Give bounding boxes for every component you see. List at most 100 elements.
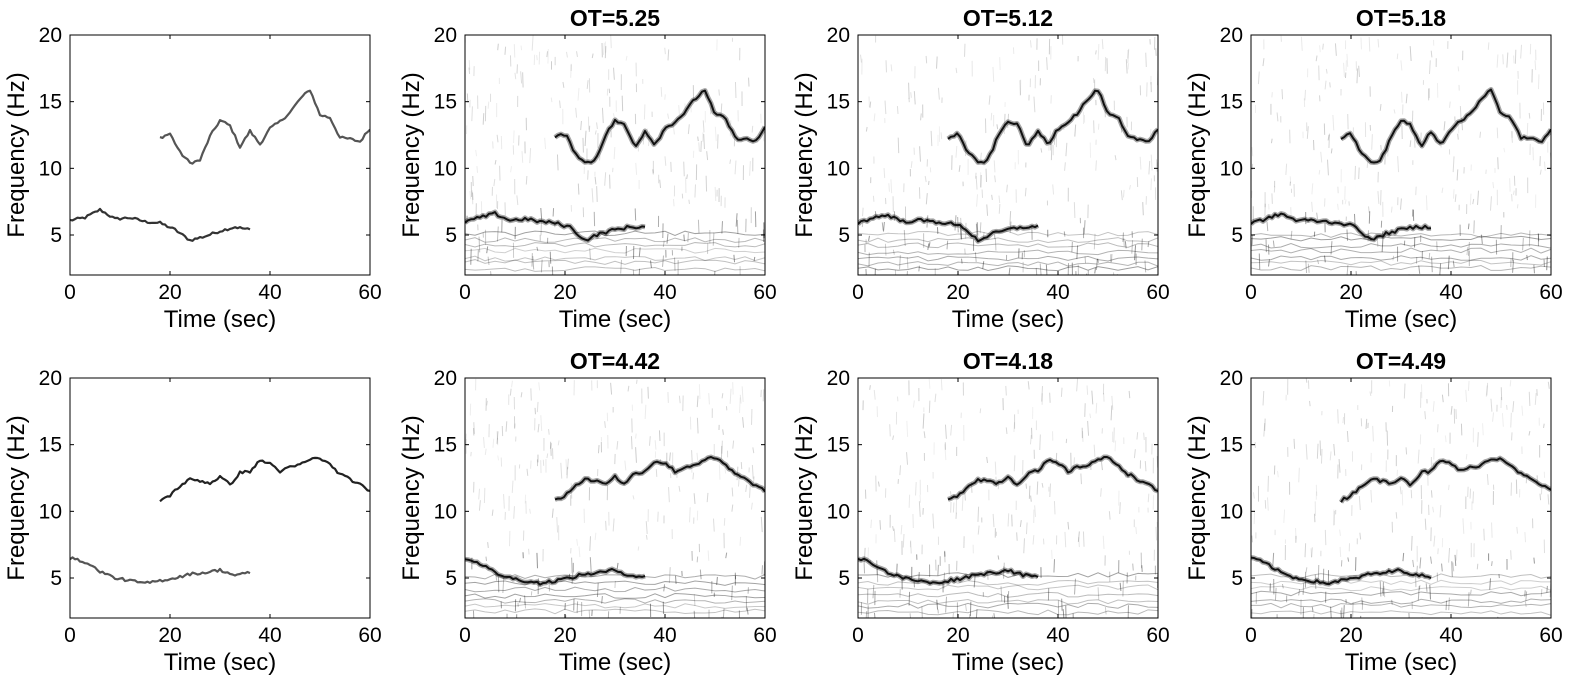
spectrogram-texture (1251, 378, 1551, 618)
x-axis-label: Time (sec) (952, 649, 1064, 676)
y-tick-label: 20 (434, 24, 457, 47)
x-tick-label: 0 (1245, 624, 1257, 647)
ridge-1 (1251, 556, 1432, 586)
series-line-2 (159, 456, 370, 503)
plot-area (70, 456, 370, 585)
spectrogram-texture (465, 35, 765, 275)
y-tick-label: 5 (50, 567, 62, 590)
y-tick-label: 15 (39, 91, 62, 114)
y-tick-label: 20 (39, 24, 62, 47)
x-tick-label: 20 (553, 624, 576, 647)
axes-frame (857, 34, 1159, 276)
y-tick-label: 10 (39, 157, 62, 180)
subplot-title: OT=4.42 (570, 348, 660, 374)
ridge-halo-2 (947, 454, 1158, 502)
plot-area (1251, 378, 1551, 618)
plot-area (858, 35, 1158, 275)
x-tick-label: 40 (653, 624, 676, 647)
ridge-2 (1340, 88, 1551, 164)
series-line-1 (70, 207, 251, 242)
x-tick-label: 0 (852, 624, 864, 647)
ridge-2 (947, 89, 1158, 164)
x-tick-label: 60 (753, 624, 776, 647)
x-tick-label: 40 (258, 624, 281, 647)
ridge-2 (947, 456, 1158, 501)
y-tick-label: 5 (838, 224, 850, 247)
y-tick-label: 20 (1220, 24, 1243, 47)
x-tick-label: 40 (1439, 624, 1462, 647)
plot-area (70, 89, 370, 242)
y-tick-label: 15 (1220, 91, 1243, 114)
subplot-title: OT=4.18 (963, 348, 1053, 374)
ridge-2 (1340, 457, 1551, 503)
y-tick-label: 10 (39, 500, 62, 523)
x-axis-label: Time (sec) (1345, 306, 1457, 333)
x-axis-label: Time (sec) (559, 649, 671, 676)
y-tick-label: 5 (1231, 224, 1243, 247)
y-axis-label: Frequency (Hz) (1184, 415, 1211, 580)
plot-area (858, 378, 1158, 618)
y-axis-label: Frequency (Hz) (398, 415, 425, 580)
x-tick-label: 40 (1439, 281, 1462, 304)
x-tick-label: 20 (158, 281, 181, 304)
x-tick-label: 60 (358, 624, 381, 647)
x-tick-label: 40 (1046, 624, 1069, 647)
x-tick-label: 60 (753, 281, 776, 304)
axes-frame (1250, 34, 1552, 276)
y-axis-label: Frequency (Hz) (1184, 72, 1211, 237)
y-tick-label: 5 (445, 567, 457, 590)
y-tick-label: 10 (1220, 157, 1243, 180)
plot-area (1251, 35, 1551, 275)
spectrogram-texture (1251, 35, 1551, 275)
y-tick-label: 20 (827, 24, 850, 47)
x-tick-label: 40 (258, 281, 281, 304)
y-axis-label: Frequency (Hz) (398, 72, 425, 237)
x-tick-label: 60 (1539, 281, 1562, 304)
series-line-1 (70, 556, 251, 585)
x-tick-label: 20 (946, 281, 969, 304)
x-tick-label: 0 (1245, 281, 1257, 304)
x-axis-label: Time (sec) (164, 649, 276, 676)
x-axis-label: Time (sec) (1345, 649, 1457, 676)
y-tick-label: 15 (827, 434, 850, 457)
y-tick-label: 5 (838, 567, 850, 590)
y-tick-label: 10 (827, 500, 850, 523)
x-tick-label: 20 (158, 624, 181, 647)
axes-frame (464, 377, 766, 619)
x-tick-label: 0 (459, 624, 471, 647)
spectrogram-texture (858, 378, 1158, 618)
x-tick-label: 40 (1046, 281, 1069, 304)
ridge-1 (1251, 212, 1432, 241)
x-axis-label: Time (sec) (559, 306, 671, 333)
y-axis-label: Frequency (Hz) (791, 415, 818, 580)
x-tick-label: 60 (1539, 624, 1562, 647)
y-tick-label: 15 (1220, 434, 1243, 457)
ridge-1 (858, 213, 1039, 243)
x-tick-label: 40 (653, 281, 676, 304)
ridge-1 (465, 211, 646, 242)
ridge-halo-2 (1339, 87, 1551, 165)
y-axis-label: Frequency (Hz) (3, 72, 30, 237)
x-tick-label: 0 (64, 281, 76, 304)
ridge-2 (554, 89, 765, 164)
spectrogram-texture (465, 378, 765, 618)
y-tick-label: 5 (50, 224, 62, 247)
y-tick-label: 15 (827, 91, 850, 114)
y-axis-label: Frequency (Hz) (3, 415, 30, 580)
axes-frame (464, 34, 766, 276)
ridge-1 (858, 557, 1039, 585)
subplot-title: OT=5.12 (963, 5, 1053, 31)
x-tick-label: 60 (1146, 281, 1169, 304)
y-tick-label: 20 (434, 367, 457, 390)
x-tick-label: 60 (358, 281, 381, 304)
x-axis-label: Time (sec) (952, 306, 1064, 333)
y-tick-label: 15 (434, 91, 457, 114)
series-line-2 (159, 89, 370, 165)
subplot-title: OT=5.25 (570, 5, 660, 31)
